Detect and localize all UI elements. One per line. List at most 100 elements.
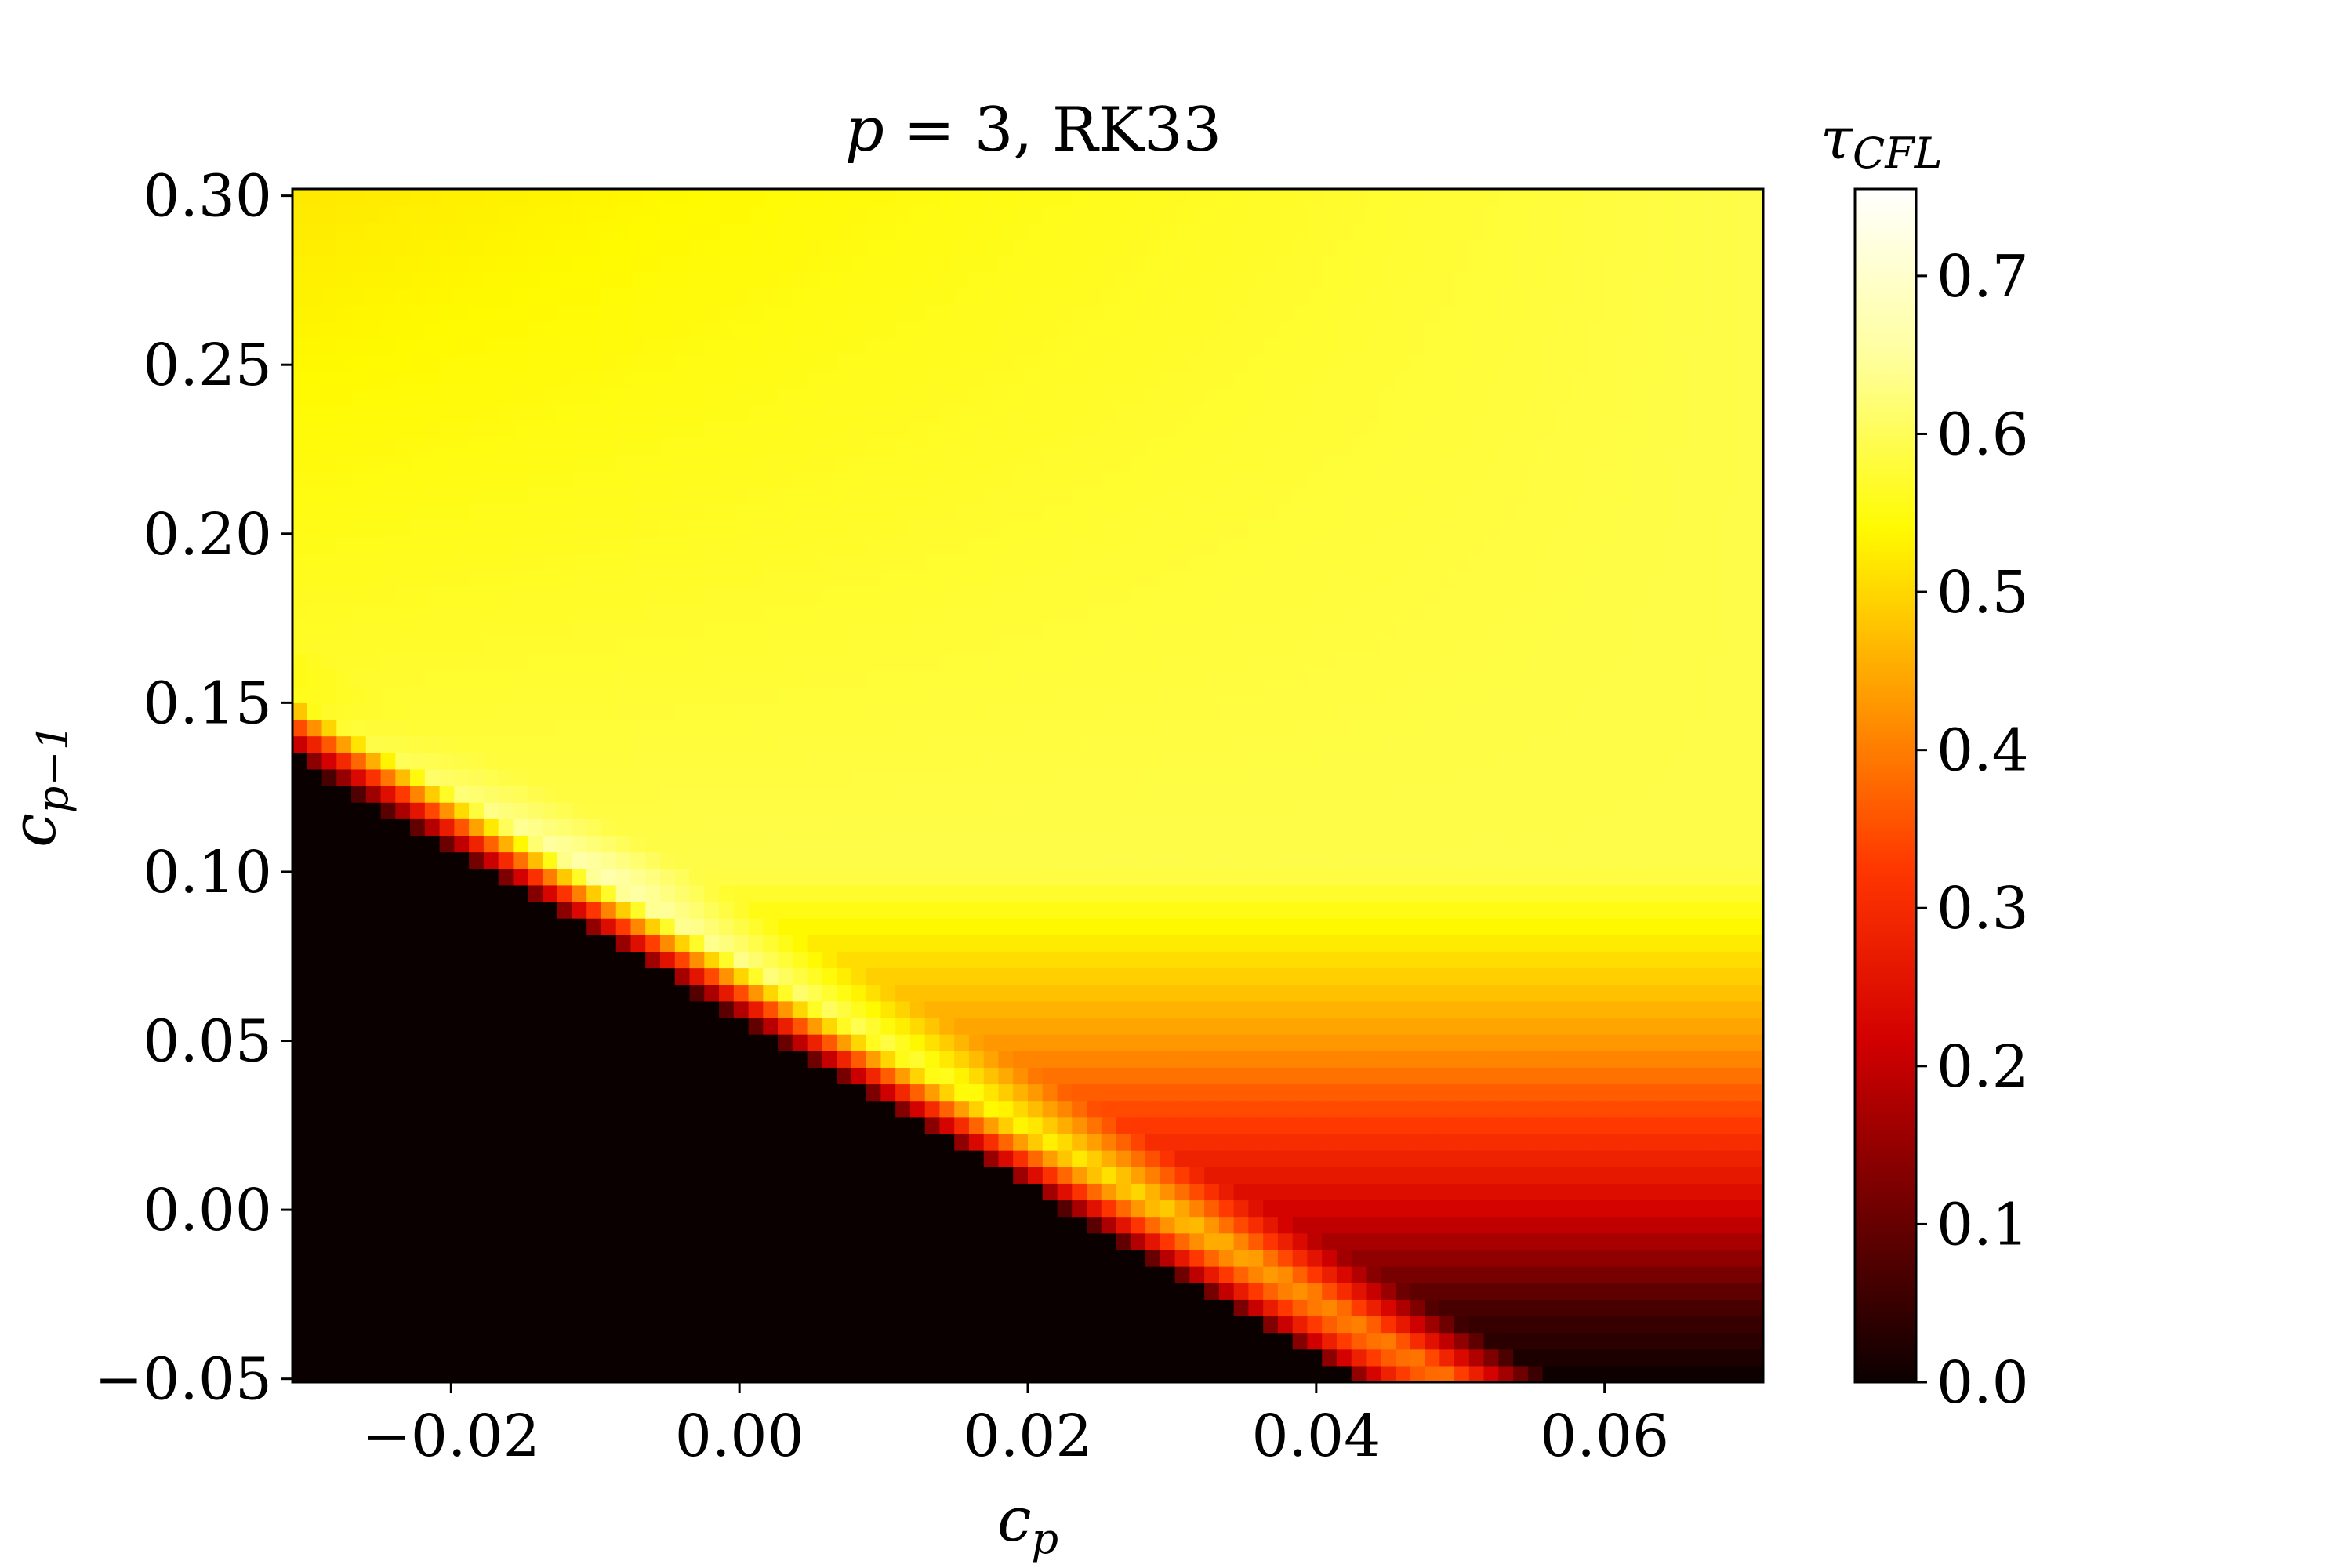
heatmap-cell [1145, 1266, 1161, 1283]
heatmap-cell [1101, 670, 1117, 687]
heatmap-cell [1675, 818, 1690, 837]
heatmap-cell [924, 670, 941, 687]
heatmap-cell [1704, 1266, 1720, 1283]
heatmap-cell [483, 851, 499, 869]
heatmap-cell [307, 1332, 323, 1350]
heatmap-cell [1586, 1200, 1602, 1218]
heatmap-cell [1101, 802, 1117, 819]
heatmap-cell [557, 1283, 573, 1300]
heatmap-cell [1631, 1266, 1646, 1283]
heatmap-cell [1690, 1200, 1705, 1218]
heatmap-cell [307, 818, 323, 837]
heatmap-cell [601, 1332, 617, 1350]
heatmap-cell [1233, 1316, 1249, 1334]
heatmap-cell [1454, 1133, 1470, 1151]
heatmap-cell [1145, 818, 1161, 837]
heatmap-cell [763, 652, 779, 670]
heatmap-cell [983, 1083, 1000, 1102]
heatmap-cell [1690, 768, 1705, 786]
heatmap-cell [528, 835, 543, 853]
heatmap-cell [778, 868, 793, 886]
heatmap-cell [1468, 1232, 1485, 1250]
heatmap-cell [615, 1200, 632, 1218]
heatmap-cell [365, 1200, 382, 1218]
heatmap-cell [968, 1150, 985, 1167]
heatmap-cell [1704, 951, 1720, 969]
heatmap-cell [1439, 1150, 1455, 1167]
heatmap-cell [674, 702, 691, 720]
heatmap-cell [351, 802, 367, 819]
heatmap-cell [410, 1034, 426, 1051]
heatmap-cell [601, 619, 617, 637]
heatmap-cell [1439, 901, 1455, 919]
heatmap-cell [1527, 1283, 1544, 1300]
heatmap-cell [1277, 1167, 1294, 1184]
heatmap-cell [851, 1167, 867, 1184]
heatmap-cell [1174, 1100, 1190, 1118]
heatmap-cell [615, 1083, 632, 1102]
heatmap-cell [939, 835, 955, 853]
heatmap-cell [704, 586, 720, 604]
heatmap-cell [895, 1067, 911, 1085]
heatmap-cell [1057, 768, 1073, 786]
heatmap-cell [1336, 670, 1352, 687]
heatmap-cell [704, 967, 720, 985]
heatmap-cell [924, 868, 941, 886]
heatmap-cell [1660, 1067, 1676, 1085]
heatmap-cell [837, 1348, 852, 1367]
heatmap-cell [1439, 686, 1455, 703]
heatmap-cell [1248, 1348, 1264, 1367]
heatmap-cell [1631, 884, 1646, 902]
heatmap-cell [1160, 1283, 1176, 1300]
heatmap-cell [968, 1067, 985, 1085]
heatmap-cell [674, 752, 691, 770]
heatmap-cell [998, 967, 1014, 985]
heatmap-cell [1013, 1266, 1029, 1283]
heatmap-cell [1586, 603, 1602, 621]
heatmap-cell [1351, 935, 1367, 952]
heatmap-cell [1160, 768, 1176, 786]
heatmap-cell [645, 1100, 661, 1118]
heatmap-cell [1277, 702, 1294, 720]
heatmap-cell [365, 570, 382, 587]
heatmap-cell [1248, 901, 1264, 919]
heatmap-cell [1498, 1232, 1514, 1250]
heatmap-cell [939, 1216, 955, 1234]
heatmap-cell [630, 1232, 646, 1250]
heatmap-cell [483, 768, 499, 786]
heatmap-cell [424, 1249, 441, 1267]
heatmap-cell [1704, 586, 1720, 604]
heatmap-cell [645, 1000, 661, 1018]
heatmap-cell [1468, 835, 1485, 853]
heatmap-cell [1542, 1034, 1558, 1051]
heatmap-cell [1483, 619, 1499, 637]
heatmap-cell [1101, 935, 1117, 952]
heatmap-cell [1218, 752, 1235, 770]
heatmap-cell [1542, 768, 1558, 786]
heatmap-cell [469, 1116, 485, 1134]
heatmap-cell [1719, 901, 1735, 919]
heatmap-cell [1366, 1183, 1381, 1201]
heatmap-cell [1468, 1332, 1485, 1350]
heatmap-cell [1277, 1100, 1294, 1118]
heatmap-cell [483, 1249, 499, 1267]
heatmap-cell [1527, 1167, 1544, 1184]
heatmap-cell [572, 1283, 587, 1300]
heatmap-cell [1439, 1348, 1455, 1367]
heatmap-cell [1116, 1133, 1131, 1151]
heatmap-cell [1410, 1183, 1426, 1201]
heatmap-cell [763, 918, 779, 935]
heatmap-cell [1704, 1116, 1720, 1134]
heatmap-cell [1557, 768, 1573, 786]
heatmap-cell [645, 1067, 661, 1085]
heatmap-cell [439, 1167, 455, 1184]
heatmap-cell [763, 752, 779, 770]
heatmap-cell [586, 851, 602, 869]
heatmap-cell [1013, 1150, 1029, 1167]
heatmap-cell [895, 1000, 911, 1018]
heatmap-cell [1733, 619, 1749, 637]
heatmap-cell [895, 1133, 911, 1151]
heatmap-cell [292, 719, 308, 737]
heatmap-cell [1572, 951, 1588, 969]
heatmap-cell [909, 586, 926, 604]
